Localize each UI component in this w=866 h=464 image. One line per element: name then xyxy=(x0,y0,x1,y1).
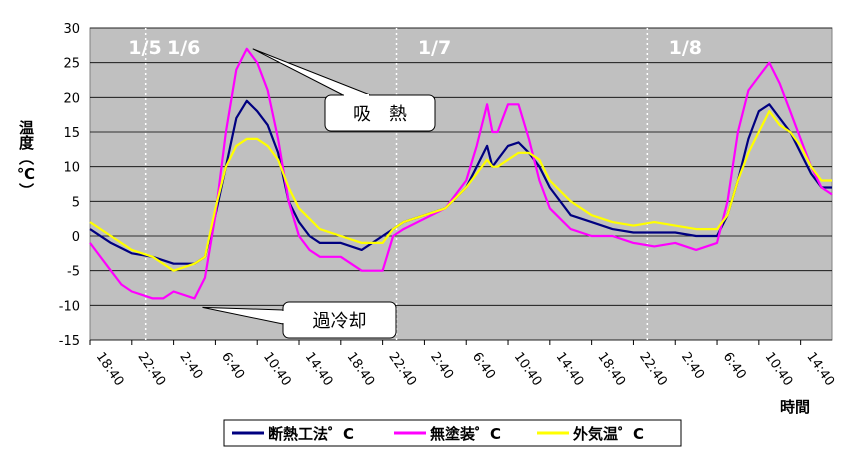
x-axis-title: 時間 xyxy=(780,398,810,416)
x-tick-label: 14:40 xyxy=(803,350,837,389)
x-tick-label: 6:40 xyxy=(469,350,498,383)
legend-entry: 無塗装゜C xyxy=(430,425,501,443)
legend-entry: 断熱工法゜C xyxy=(268,425,354,443)
y-tick-label: 30 xyxy=(63,22,80,37)
series-line xyxy=(89,110,832,272)
y-tick-label: 15 xyxy=(63,126,80,141)
x-tick-label: 22:40 xyxy=(385,350,419,389)
annotation-heat-absorption: 吸 熱 xyxy=(353,104,407,125)
y-axis-title-text: 温度（℃） xyxy=(17,120,35,198)
x-tick-label: 18:40 xyxy=(344,350,378,389)
x-tick-label: 10:40 xyxy=(260,350,294,389)
legend-entry: 外気温゜C xyxy=(572,425,644,443)
x-tick-label: 2:40 xyxy=(427,350,456,383)
day-label: 1/7 xyxy=(418,37,451,59)
x-tick-label: 14:40 xyxy=(553,350,587,389)
y-tick-label: 10 xyxy=(63,161,80,176)
y-tick-label: 5 xyxy=(72,195,80,210)
x-tick-label: 22:40 xyxy=(135,350,169,389)
x-tick-label: 18:40 xyxy=(93,350,127,389)
y-tick-label: -5 xyxy=(67,265,80,280)
x-tick-label: 22:40 xyxy=(636,350,670,389)
callout-box xyxy=(324,94,436,132)
day-label: 1/6 xyxy=(167,37,200,59)
y-axis-title: 温度（℃） xyxy=(14,120,38,198)
y-tick-label: -15 xyxy=(59,334,80,349)
x-tick-label: 2:40 xyxy=(176,350,205,383)
x-tick-label: 18:40 xyxy=(594,350,628,389)
y-tick-label: 25 xyxy=(63,57,80,72)
y-tick-label: 20 xyxy=(63,91,80,106)
legend xyxy=(223,419,682,447)
x-tick-label: 10:40 xyxy=(762,350,796,389)
annotation-supercooling: 過冷却 xyxy=(313,311,367,332)
series-line xyxy=(89,47,833,300)
day-label: 1/8 xyxy=(669,37,702,59)
plot-area xyxy=(89,27,833,341)
x-tick-label: 6:40 xyxy=(720,350,749,383)
x-tick-label: 10:40 xyxy=(511,350,545,389)
y-tick-label: 0 xyxy=(72,230,80,245)
x-tick-label: 6:40 xyxy=(218,350,247,383)
x-tick-label: 2:40 xyxy=(678,350,707,383)
x-tick-label: 14:40 xyxy=(302,350,336,389)
y-tick-label: -10 xyxy=(59,299,80,314)
